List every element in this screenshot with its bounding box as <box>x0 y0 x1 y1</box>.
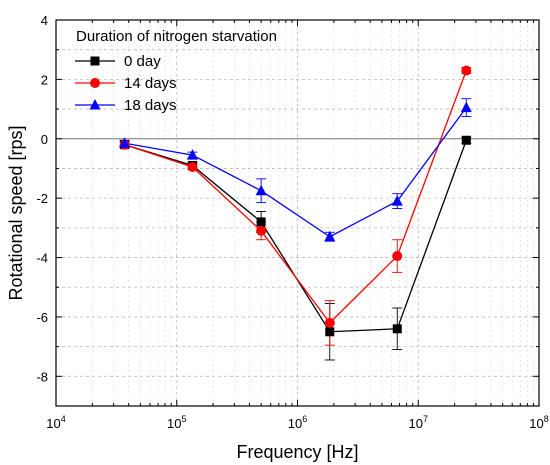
grid <box>56 20 539 406</box>
legend-marker-0 <box>90 56 100 66</box>
data-point <box>392 324 402 334</box>
data-point <box>187 161 198 172</box>
data-point <box>460 101 472 113</box>
legend-marker-1 <box>90 78 100 88</box>
legend-title: Duration of nitrogen starvation <box>76 28 277 45</box>
data-point <box>186 149 198 160</box>
series-line-0 <box>124 140 467 333</box>
legend-label-1: 14 days <box>124 75 177 92</box>
y-tick-label: -4 <box>36 251 48 266</box>
data-point <box>325 327 335 337</box>
y-tick-label: 2 <box>41 72 48 87</box>
data-point <box>324 317 335 328</box>
data-point <box>119 137 131 148</box>
data-point <box>256 217 266 227</box>
series-lines <box>124 70 467 333</box>
x-tick-label: 106 <box>288 414 307 431</box>
data-point <box>461 65 472 76</box>
y-tick-label: 4 <box>41 13 48 28</box>
data-point <box>324 230 336 242</box>
y-tick-label: -2 <box>36 191 48 206</box>
x-tick-label: 108 <box>529 414 548 431</box>
y-tick-label: -8 <box>36 369 48 384</box>
y-tick-label: 0 <box>41 132 48 147</box>
series-line-2 <box>124 107 467 238</box>
data-point <box>256 225 267 236</box>
x-tick-label: 104 <box>46 414 65 431</box>
data-point <box>391 195 403 206</box>
legend-marker-2 <box>89 99 101 110</box>
legend: Duration of nitrogen starvation 0 day 14 … <box>75 28 277 114</box>
axis-ticks <box>55 19 540 407</box>
series-line-1 <box>124 70 467 324</box>
data-point <box>392 251 403 262</box>
y-tick-label: -6 <box>36 310 48 325</box>
legend-label-0: 0 day <box>124 53 161 70</box>
x-tick-label: 107 <box>409 414 428 431</box>
x-tick-label: 105 <box>167 414 186 431</box>
data-point <box>255 184 267 196</box>
data-markers <box>119 65 472 337</box>
x-tick-labels: 104 105 106 107 108 <box>46 414 548 431</box>
data-point <box>461 135 471 145</box>
x-axis-title: Frequency [Hz] <box>236 442 358 462</box>
y-tick-labels: 4 2 0 -2 -4 -6 -8 <box>36 13 48 384</box>
y-axis-title: Rotational speed [rps] <box>6 125 26 300</box>
legend-label-2: 18 days <box>124 97 177 114</box>
